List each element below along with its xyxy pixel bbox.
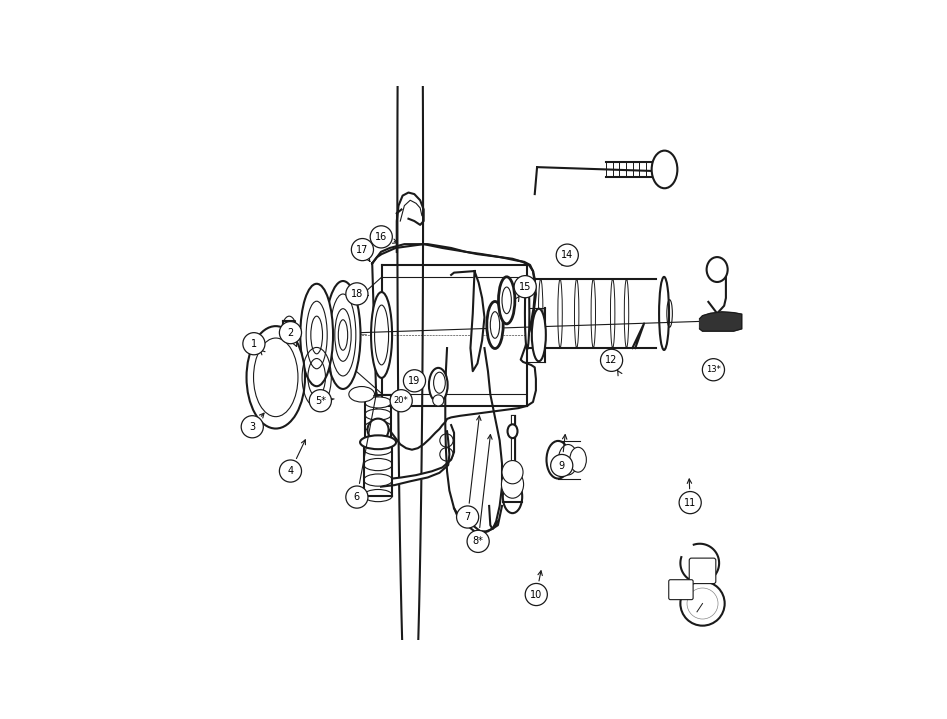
Ellipse shape (365, 409, 391, 420)
Text: 6: 6 (354, 492, 360, 502)
Ellipse shape (498, 277, 515, 324)
Ellipse shape (491, 312, 500, 338)
Text: 5*: 5* (314, 395, 326, 406)
Ellipse shape (559, 444, 578, 475)
Polygon shape (700, 312, 742, 331)
Polygon shape (381, 425, 454, 487)
Text: 1: 1 (251, 339, 257, 349)
Text: 3: 3 (249, 422, 256, 432)
Ellipse shape (502, 287, 511, 313)
Circle shape (526, 583, 547, 605)
Circle shape (346, 283, 368, 305)
Ellipse shape (326, 281, 361, 389)
Polygon shape (283, 321, 295, 349)
Text: 4: 4 (287, 466, 294, 476)
FancyBboxPatch shape (689, 558, 716, 584)
Ellipse shape (434, 372, 445, 393)
Ellipse shape (367, 418, 388, 441)
Circle shape (241, 416, 263, 438)
Circle shape (242, 333, 265, 354)
Text: 7: 7 (464, 512, 471, 522)
Circle shape (703, 359, 724, 381)
Ellipse shape (364, 474, 392, 486)
Ellipse shape (360, 435, 396, 449)
Circle shape (514, 275, 536, 298)
Circle shape (351, 239, 373, 261)
Text: 12: 12 (605, 355, 617, 365)
Ellipse shape (546, 441, 570, 479)
Text: 20*: 20* (394, 396, 408, 406)
FancyBboxPatch shape (669, 580, 693, 600)
Circle shape (600, 349, 622, 372)
Text: 10: 10 (530, 590, 543, 600)
Ellipse shape (652, 150, 677, 188)
Ellipse shape (429, 368, 448, 402)
Circle shape (390, 390, 412, 412)
Circle shape (467, 531, 490, 552)
Ellipse shape (365, 397, 391, 408)
Ellipse shape (525, 278, 529, 349)
Ellipse shape (371, 292, 392, 378)
Ellipse shape (706, 257, 727, 282)
Ellipse shape (503, 480, 522, 513)
Ellipse shape (246, 326, 305, 429)
Polygon shape (471, 271, 485, 371)
Ellipse shape (532, 308, 545, 361)
Circle shape (680, 582, 724, 626)
Ellipse shape (365, 421, 391, 432)
Ellipse shape (364, 490, 392, 502)
Polygon shape (372, 244, 536, 449)
Circle shape (456, 506, 478, 528)
Text: 2: 2 (287, 328, 294, 338)
Text: 14: 14 (562, 250, 573, 260)
Ellipse shape (508, 424, 517, 438)
Ellipse shape (487, 301, 503, 349)
Ellipse shape (502, 470, 524, 498)
Text: 19: 19 (408, 376, 420, 386)
Circle shape (433, 395, 444, 406)
Ellipse shape (364, 443, 392, 455)
Text: 16: 16 (375, 232, 387, 242)
Circle shape (346, 486, 368, 508)
Circle shape (279, 321, 301, 344)
Ellipse shape (659, 277, 669, 350)
Circle shape (310, 390, 331, 412)
Circle shape (370, 226, 392, 248)
Text: 15: 15 (519, 282, 531, 292)
Ellipse shape (300, 284, 333, 386)
Text: 11: 11 (684, 498, 696, 508)
Circle shape (556, 244, 579, 266)
Text: 17: 17 (356, 244, 368, 255)
Circle shape (279, 460, 301, 482)
Text: 8*: 8* (473, 536, 484, 546)
Polygon shape (708, 267, 726, 313)
Circle shape (550, 454, 573, 477)
Text: 13*: 13* (706, 365, 721, 374)
Ellipse shape (570, 447, 586, 472)
Text: 9: 9 (559, 460, 564, 470)
Ellipse shape (348, 387, 375, 402)
Text: 18: 18 (350, 289, 363, 299)
Ellipse shape (364, 459, 392, 471)
Circle shape (403, 370, 425, 392)
Circle shape (679, 492, 701, 513)
Ellipse shape (502, 461, 523, 484)
